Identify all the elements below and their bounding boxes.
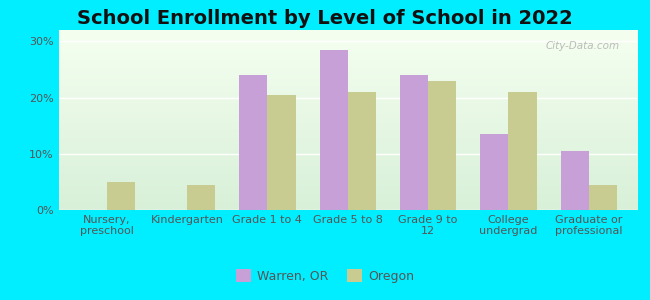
Bar [428, 81, 456, 210]
Bar [508, 92, 536, 210]
Bar [320, 50, 348, 210]
Bar [239, 75, 267, 210]
Text: City-Data.com: City-Data.com [545, 41, 619, 51]
Bar [561, 151, 589, 210]
Bar [480, 134, 508, 210]
Bar [348, 92, 376, 210]
Legend: Warren, OR, Oregon: Warren, OR, Oregon [231, 264, 419, 288]
Text: School Enrollment by Level of School in 2022: School Enrollment by Level of School in … [77, 9, 573, 28]
Bar [400, 75, 428, 210]
Bar [107, 182, 135, 210]
Bar [267, 95, 296, 210]
Bar [589, 185, 617, 210]
Bar [187, 185, 215, 210]
